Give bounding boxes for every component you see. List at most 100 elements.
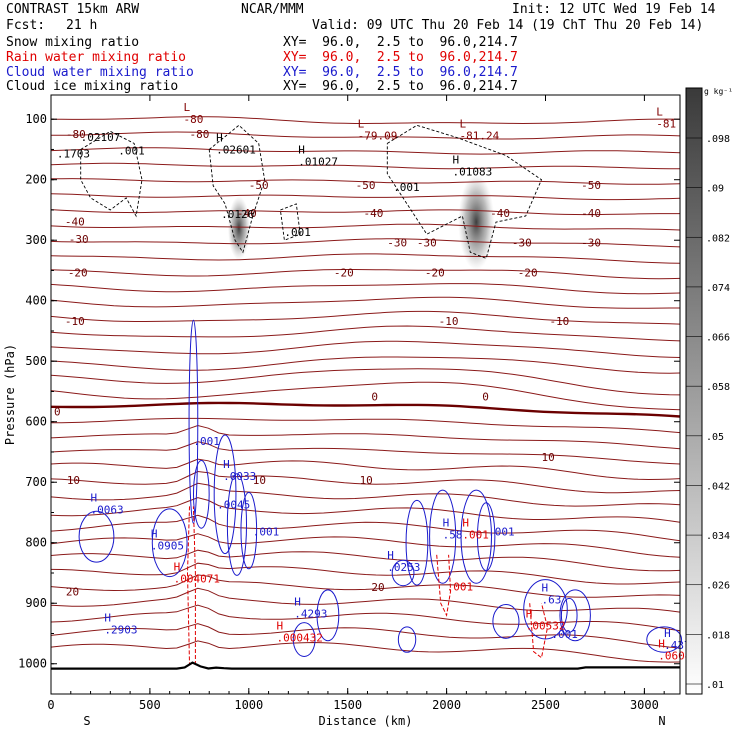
- isotherm-line: [50, 253, 681, 264]
- extreme-value: .0604: [658, 650, 691, 663]
- extreme-marker: H: [658, 638, 665, 651]
- extreme-value: .001: [118, 144, 145, 157]
- x-tick-label: 500: [139, 698, 161, 712]
- colorbar-unit: g kg⁻¹: [704, 87, 733, 96]
- colorbar-tick-label: .042: [706, 481, 730, 492]
- cloud-ice-contour: [80, 130, 143, 218]
- isotherm-label: -10: [549, 315, 569, 328]
- isotherm-line: [50, 178, 681, 185]
- isotherm-label: -10: [439, 315, 459, 328]
- isotherm-label: -30: [581, 236, 601, 249]
- extreme-value: .0063: [91, 503, 124, 516]
- isotherm-label: -50: [356, 179, 376, 192]
- isotherm-line: [50, 604, 681, 632]
- extreme-value: .0045: [217, 498, 250, 511]
- isotherm-line: [50, 283, 681, 295]
- cloud-water-contour: [213, 434, 237, 555]
- extreme-marker: H: [462, 517, 469, 530]
- field-cloud-xy: XY= 96.0, 2.5 to 96.0,214.7: [283, 65, 518, 80]
- cloud-water-contour: [226, 473, 248, 576]
- extreme-marker: H: [223, 458, 230, 471]
- extreme-value: .00532: [526, 619, 566, 632]
- extreme-value: .01083: [453, 166, 493, 179]
- isotherm-label: 0: [54, 406, 61, 419]
- fcst-value: 21 h: [66, 18, 98, 33]
- colorbar-tick-label: .082: [706, 233, 730, 244]
- cloud-water-contour: [391, 559, 415, 587]
- isotherm-label: 0: [371, 391, 378, 404]
- cloud-water-contour: [460, 489, 492, 584]
- extreme-marker: H: [174, 560, 181, 573]
- extreme-marker: H: [294, 595, 301, 608]
- extreme-value: .000432: [276, 632, 322, 645]
- isotherm-label: -30: [387, 236, 407, 249]
- y-tick-label: 800: [25, 536, 47, 550]
- x-tick-label: 0: [47, 698, 54, 712]
- cloud-water-contour: [405, 499, 429, 586]
- extreme-marker: L: [184, 101, 191, 114]
- colorbar: .098 .09 .082 .074 .066 .058 .05 .042 .034 .026 .0…: [685, 87, 733, 695]
- cloud-ice-contour: [279, 203, 301, 241]
- plot-background: [51, 95, 680, 694]
- cloud-water-contour: [78, 510, 115, 563]
- extreme-value: .02107: [81, 131, 121, 144]
- extreme-marker: L: [358, 117, 365, 130]
- rain-water-contour: [529, 603, 549, 659]
- field-rain-xy: XY= 96.0, 2.5 to 96.0,214.7: [283, 50, 518, 65]
- extreme-marker: H: [443, 517, 450, 530]
- extreme-value: .001: [393, 181, 420, 194]
- extreme-value: .02601: [216, 143, 256, 156]
- x-tick-label: 2000: [432, 698, 461, 712]
- isotherm-line: [50, 162, 680, 170]
- extreme-value: .437: [664, 639, 691, 652]
- isotherm-label: -40: [65, 216, 85, 229]
- extreme-value: -81: [656, 117, 676, 130]
- isotherm-label: 20: [371, 581, 384, 594]
- extreme-marker: H: [387, 549, 394, 562]
- cloud-water-contour: [292, 622, 316, 657]
- isotherm-line: [50, 209, 680, 216]
- isotherm-label: -20: [425, 267, 445, 280]
- cloud-water-contour: [151, 508, 188, 578]
- extreme-value: .2903: [104, 624, 137, 637]
- isotherm-label: 10: [253, 474, 266, 487]
- isotherm-label: 10: [542, 451, 555, 464]
- cloud-water-contour: [646, 626, 683, 653]
- extreme-marker: H: [298, 143, 305, 156]
- colorbar-tick-label: .066: [706, 333, 730, 344]
- colorbar-scale: [685, 87, 703, 695]
- y-tick-label: 300: [25, 233, 47, 247]
- cloud-water-contour: [397, 626, 417, 653]
- colorbar-tick-label: .026: [706, 581, 730, 592]
- isotherm-label: 20: [66, 585, 79, 598]
- y-tick-label: 1000: [18, 657, 47, 671]
- center-label: NCAR/MMM: [241, 2, 304, 17]
- cloud-water-contour: [316, 589, 340, 642]
- isotherm-line: [50, 458, 681, 481]
- isotherm-line: [50, 533, 681, 558]
- x-tick-label: 1500: [333, 698, 362, 712]
- extreme-value: .004071: [174, 572, 220, 585]
- fcst-label: Fcst:: [6, 18, 46, 33]
- cloud-ice-contour: [208, 124, 266, 254]
- cloud-water-contour: [476, 502, 496, 572]
- extreme-value: .58: [443, 529, 463, 542]
- colorbar-tick-label: .058: [706, 382, 730, 393]
- x-tick-label: 3000: [630, 698, 659, 712]
- isotherm-line: [50, 269, 681, 280]
- plot-area: -80 -40 -30 -20 -10 0 10 20 -80 -50 -50 -50 -40 -40 -4…: [3, 94, 692, 728]
- colorbar-tick-label: .05: [706, 432, 724, 443]
- isotherm-line: [50, 562, 681, 585]
- isotherm-line: [50, 116, 681, 125]
- extreme-marker: H: [664, 627, 671, 640]
- field-ice-label: Cloud ice mixing ratio: [6, 79, 179, 94]
- isotherm-label: -80: [66, 128, 86, 141]
- extreme-marker: H: [453, 154, 460, 167]
- colorbar-tick-label: .034: [706, 531, 730, 542]
- isotherm-label: -40: [490, 207, 510, 220]
- y-axis-label: Pressure (hPa): [3, 344, 17, 445]
- cloud-water-contour: [523, 579, 568, 640]
- extreme-value: .001: [551, 628, 578, 641]
- isotherm-line: [50, 623, 681, 649]
- extreme-marker: H: [542, 581, 549, 594]
